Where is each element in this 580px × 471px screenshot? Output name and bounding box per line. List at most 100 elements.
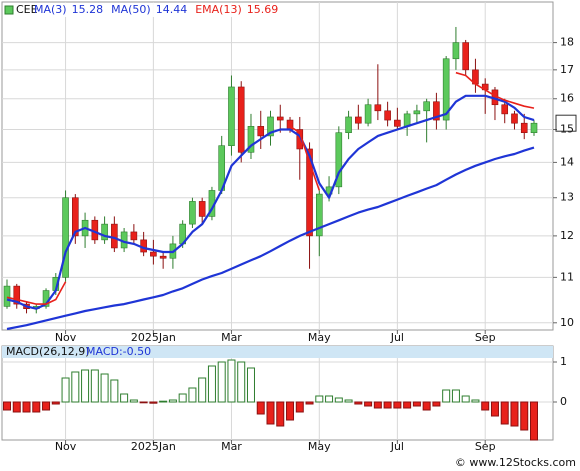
x-tick-label: Sep — [475, 440, 496, 453]
indicator-line — [6, 94, 535, 310]
macd-bar — [237, 361, 246, 403]
legend-value: 15.28 — [72, 3, 104, 16]
macd-bar — [500, 401, 509, 425]
macd-bar — [71, 371, 80, 403]
candle-body — [72, 197, 79, 237]
y-tick-label: 15 — [560, 123, 574, 136]
macd-bar — [266, 401, 275, 425]
x-tick-label: 2025Jan — [131, 331, 176, 344]
macd-title: MACD(26,12,9) — [6, 345, 90, 358]
last-price-box — [555, 114, 577, 132]
mark-layer — [3, 26, 538, 441]
candle-body — [452, 42, 460, 60]
legend-label: MA(3) — [34, 3, 67, 16]
y-tick-label: 0 — [560, 395, 567, 408]
legend-label: MA(50) — [111, 3, 151, 16]
x-tick-label: 2025Jan — [131, 440, 176, 453]
macd-bar — [461, 395, 470, 403]
candle-body — [257, 126, 265, 137]
macd-bar — [159, 400, 168, 403]
macd-bar — [149, 401, 158, 404]
x-tick-label: Mar — [221, 331, 242, 344]
y-tick-label: 1 — [560, 355, 567, 368]
y-tick-label: 18 — [560, 36, 574, 49]
macd-bar — [139, 401, 148, 404]
macd-bar — [178, 393, 187, 403]
x-tick-label: Nov — [55, 440, 77, 453]
macd-bar — [120, 393, 129, 403]
candle-body — [433, 101, 440, 121]
x-tick-label: May — [308, 331, 331, 344]
macd-bar — [510, 401, 519, 427]
macd-value: MACD:-0.50 — [86, 345, 151, 358]
candle-body — [315, 193, 323, 237]
y-tick-label: 17 — [560, 63, 574, 76]
x-tick-label: May — [308, 440, 331, 453]
y-tick-label: 13 — [560, 191, 574, 204]
candle-body — [530, 122, 538, 133]
y-tick-label: 14 — [560, 155, 574, 168]
candle-body — [501, 104, 509, 115]
macd-bar — [256, 401, 265, 415]
macd-bar — [188, 387, 197, 403]
candle-body — [335, 132, 343, 188]
x-tick-label: Nov — [55, 331, 77, 344]
candle-body — [384, 110, 391, 121]
macd-bar — [129, 399, 138, 403]
macd-bar — [471, 399, 480, 403]
x-tick-label: Jul — [390, 331, 404, 344]
macd-bar — [246, 367, 255, 403]
macd-bar — [51, 401, 60, 405]
macd-bar — [344, 399, 353, 403]
macd-bar — [198, 377, 207, 403]
macd-bar — [530, 401, 538, 441]
macd-bar — [295, 401, 304, 413]
macd-bar — [22, 401, 31, 413]
macd-bar — [168, 399, 177, 403]
candle-body — [511, 113, 518, 124]
legend-label: EMA(13) — [195, 3, 242, 16]
candle-body — [267, 116, 274, 137]
candle-body — [520, 122, 528, 133]
candle-body — [13, 285, 21, 305]
macd-bar — [286, 401, 295, 421]
price-panel — [1, 1, 554, 331]
macd-bar — [373, 401, 382, 409]
macd-bar — [42, 401, 51, 411]
macd-bar — [276, 401, 285, 427]
footer: © www.12Stocks.com — [455, 456, 576, 469]
candle-body — [111, 223, 118, 249]
macd-bar — [403, 401, 412, 409]
macd-bar — [422, 401, 431, 411]
x-tick-label: Jul — [390, 440, 404, 453]
candle-body — [442, 58, 450, 121]
macd-bar — [412, 401, 421, 407]
candle-body — [364, 104, 372, 124]
legend: MA(3) 15.28 MA(50) 14.44 EMA(13) 15.69 — [34, 3, 278, 16]
legend-symbol: CEE — [16, 3, 38, 16]
candle-body — [462, 42, 469, 71]
candle-body — [345, 116, 352, 133]
legend-value: 14.44 — [156, 3, 188, 16]
macd-bar — [305, 401, 314, 405]
candle-body — [189, 201, 196, 225]
legend-box — [3, 3, 253, 17]
macd-header — [2, 346, 553, 358]
macd-bar — [110, 379, 119, 403]
macd-bar — [490, 401, 499, 417]
candle-body — [403, 113, 411, 127]
macd-bar — [81, 369, 90, 403]
candle-body — [306, 148, 313, 237]
macd-bar — [3, 401, 11, 411]
candle-body — [198, 201, 206, 217]
candle-body — [237, 86, 245, 153]
macd-bar — [217, 361, 226, 403]
macd-bar — [32, 401, 41, 413]
candle-body — [374, 104, 382, 112]
y-tick-label: 10 — [560, 316, 574, 329]
macd-bar — [432, 401, 441, 407]
candle-body — [355, 116, 362, 124]
macd-bar — [325, 395, 334, 403]
macd-bar — [442, 389, 451, 403]
candle-body — [62, 197, 69, 278]
